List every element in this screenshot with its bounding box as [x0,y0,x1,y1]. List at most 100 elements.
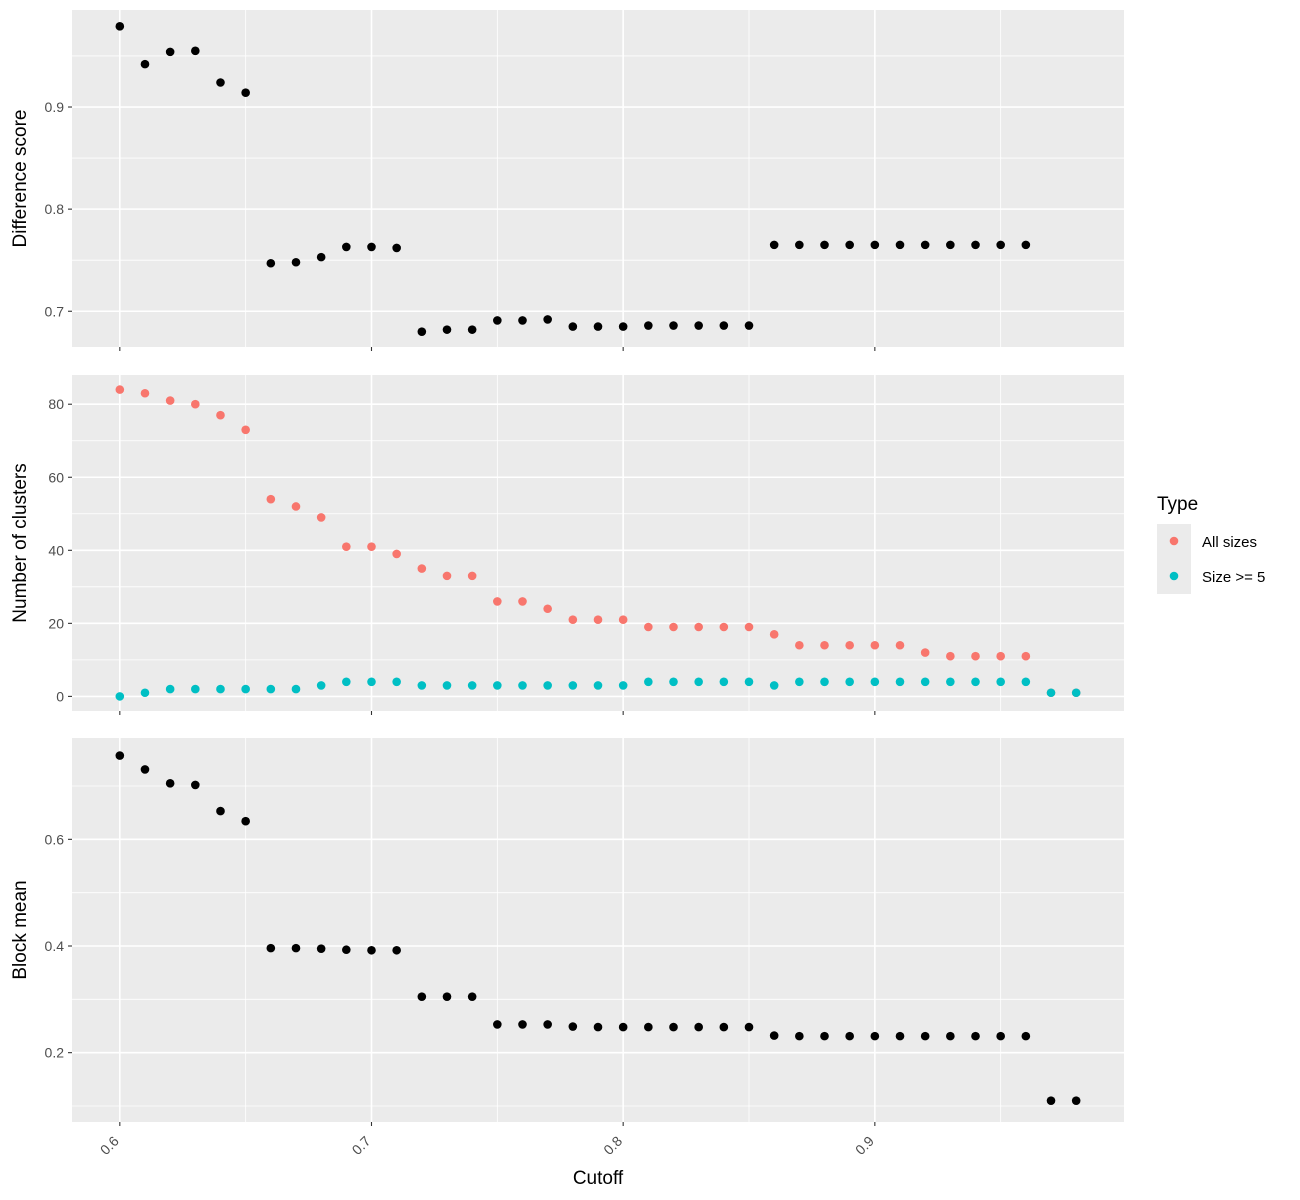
data-point [568,1022,578,1031]
data-point [518,597,527,606]
data-point [946,240,955,250]
x-tick-label: 0.8 [600,1133,625,1158]
legend: Type All sizes Size >= 5 [1157,494,1265,594]
data-point [543,604,552,614]
data-point [493,1020,502,1029]
data-point [744,1022,754,1032]
y-tick-label: 0.8 [45,201,65,217]
data-point [996,1031,1005,1041]
panel-2: 0 20 40 60 80 Number of clusters [10,375,1124,715]
data-point [1071,688,1081,698]
data-point [719,321,729,330]
data-point [518,1020,527,1029]
data-point [719,622,729,632]
data-point [165,779,175,788]
legend-title: Type [1157,494,1198,515]
y-axis-title: Number of clusters [10,463,31,622]
data-point [719,1022,729,1032]
data-point [895,1031,905,1041]
data-point [769,1031,779,1040]
data-point [342,242,351,252]
data-point [669,321,678,330]
data-point [493,597,502,606]
data-point [367,542,376,551]
data-point [266,943,276,953]
data-point [895,640,905,650]
data-point [1021,651,1031,661]
data-point [543,1020,552,1029]
y-tick-label: 20 [48,615,64,631]
data-point [392,549,401,559]
data-point [417,564,427,573]
data-point [593,681,603,690]
data-point [694,1022,703,1032]
data-point [266,684,276,694]
data-point [115,692,125,701]
data-point [920,240,930,250]
panel-3: 0.2 0.4 0.6 Block mean [10,738,1124,1126]
data-point [920,648,930,657]
data-point [140,388,150,398]
y-tick-label: 0.7 [45,303,65,319]
data-point [769,630,779,639]
data-point [1071,1096,1081,1105]
y-axis-title: Block mean [10,880,31,979]
data-point [694,677,703,687]
data-point [895,677,905,687]
data-point [316,252,326,262]
data-point [719,677,729,687]
data-point [191,684,200,694]
x-tick-label: 0.9 [852,1133,877,1158]
data-point [493,681,502,690]
data-point [946,651,955,661]
data-point [618,1022,628,1032]
data-point [417,327,427,336]
data-point [367,945,376,955]
data-point [291,684,301,694]
x-tick-label: 0.6 [97,1133,122,1158]
legend-label: Size >= 5 [1202,569,1265,586]
data-point [316,944,326,953]
y-tick-label: 40 [48,542,64,558]
legend-key-point [1169,571,1179,581]
data-point [644,677,653,687]
data-point [266,494,276,504]
data-point [1046,688,1056,698]
data-point [266,258,276,268]
data-point [795,677,804,687]
data-point [165,396,175,405]
data-point [442,681,452,690]
y-tick-label: 0.9 [45,99,65,115]
data-point [694,321,703,330]
data-point [140,59,150,69]
data-point [795,240,804,250]
data-point [442,571,452,581]
x-tick-label: 0.7 [349,1133,374,1158]
panel-background [72,10,1124,347]
data-point [367,242,376,252]
data-point [392,945,401,955]
data-point [895,240,905,250]
data-point [442,325,452,334]
y-tick-label: 0.6 [45,831,65,847]
data-point [795,640,804,650]
data-point [140,688,150,698]
data-point [845,677,854,687]
legend-entry: Size >= 5 [1157,559,1265,594]
data-point [342,677,351,687]
y-tick-label: 0 [56,688,64,704]
data-point [367,677,376,687]
legend-key-point [1169,536,1179,546]
data-point [216,410,225,420]
data-point [316,681,326,690]
data-point [467,992,477,1001]
data-point [342,945,351,955]
data-point [870,640,880,650]
x-axis-title: Cutoff [573,1168,624,1189]
data-point [216,684,225,694]
data-point [845,1031,854,1041]
data-point [1046,1096,1056,1105]
data-point [593,322,603,331]
data-point [191,780,200,790]
